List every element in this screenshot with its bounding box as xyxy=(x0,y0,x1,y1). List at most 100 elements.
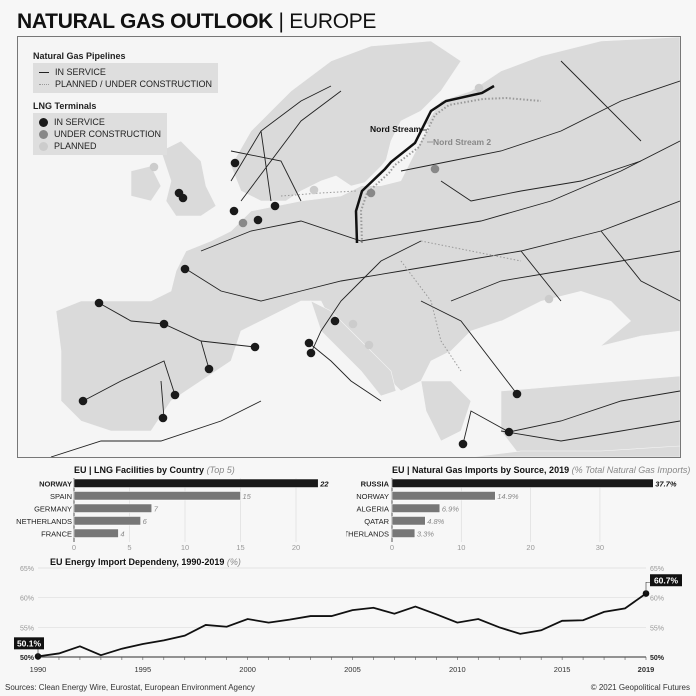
lng-terminal-dot xyxy=(304,338,314,348)
nord-stream-pipelines xyxy=(354,84,542,244)
lng-terminal-dot xyxy=(229,206,239,216)
value-label: 14.9% xyxy=(497,492,519,501)
dotted-line-swatch xyxy=(39,83,49,85)
turkey xyxy=(500,375,680,457)
gas-imports-chart: 0 10 20 30 RUSSIA 37.7% NORWAY 14.9% ALGERIA 6.9%… xyxy=(346,478,677,552)
lng-terminal-dot xyxy=(458,439,468,449)
x-tick-label: 2005 xyxy=(344,665,361,674)
title-separator: | xyxy=(273,10,290,33)
lng-terminal-dot xyxy=(430,164,440,174)
tick-label: 0 xyxy=(390,543,394,552)
pipeline xyxy=(50,400,680,457)
title-main: NATURAL GAS OUTLOOK xyxy=(17,10,274,33)
legend-label: IN SERVICE xyxy=(54,117,105,127)
value-label: 15 xyxy=(243,492,252,501)
title-region: EUROPE xyxy=(289,10,377,33)
value-label: 7 xyxy=(154,505,159,514)
lng-legend: LNG Terminals IN SERVICE UNDER CONSTRUCT… xyxy=(33,101,167,155)
y-tick-label-right: 60% xyxy=(650,596,664,603)
lng-terminal-dot xyxy=(348,319,358,329)
lng-terminal-dot xyxy=(306,348,316,358)
chart-title-text: EU Energy Import Dependeny, 1990-2019 xyxy=(50,557,225,567)
chart-title-text: EU | LNG Facilities by Country xyxy=(74,465,205,475)
value-label: 22 xyxy=(319,480,329,489)
import-dependency-chart: 50% 50% 55% 55% 60% 60% 65% 65% 1990 1995 2000 2005… xyxy=(14,566,682,674)
category-label: FRANCE xyxy=(41,530,72,539)
end-label-box xyxy=(650,574,682,587)
dot-swatch xyxy=(39,129,48,139)
lng-chart-title: EU | LNG Facilities by Country (Top 5) xyxy=(74,465,235,475)
chart-subtitle: (% Total Natural Gas Imports) xyxy=(571,465,691,475)
pipeline xyxy=(308,240,680,445)
category-label: SPAIN xyxy=(50,492,72,501)
y-tick-label-left: 50% xyxy=(20,655,35,662)
nord-stream-label: Nord Stream xyxy=(370,124,422,134)
legend-item-in-service: IN SERVICE xyxy=(39,66,212,78)
lng-terminal-dot xyxy=(270,201,280,211)
x-tick-label: 2000 xyxy=(239,665,256,674)
value-label: 4.8% xyxy=(427,517,444,526)
category-label: RUSSIA xyxy=(361,480,390,489)
category-label: ALGERIA xyxy=(356,505,389,514)
nord-stream-2-label: Nord Stream 2 xyxy=(433,137,492,147)
solid-line-swatch xyxy=(39,71,49,73)
lng-terminal-dot xyxy=(544,294,554,304)
x-tick-label: 1990 xyxy=(30,665,47,674)
legend-item-planned: PLANNED / UNDER CONSTRUCTION xyxy=(39,78,212,90)
value-label: 3.3% xyxy=(417,530,434,539)
bar-spain xyxy=(73,491,241,501)
lng-terminal-dot xyxy=(94,298,104,308)
end-leader xyxy=(645,581,650,594)
land-masses xyxy=(18,37,680,457)
y-tick-label-right: 65% xyxy=(650,566,664,573)
bar-norway xyxy=(73,478,319,488)
dependency-chart-title: EU Energy Import Dependeny, 1990-2019 (%… xyxy=(50,557,241,567)
category-label: NETHERLANDS xyxy=(346,530,389,539)
legend-item-lng-in-service: IN SERVICE xyxy=(39,116,161,128)
x-tick-label: 2019 xyxy=(638,665,655,674)
italy xyxy=(310,300,397,397)
lng-terminal-dot xyxy=(230,158,240,168)
lng-terminal-dot xyxy=(504,427,514,437)
lng-terminal-dot xyxy=(253,215,263,225)
chart-title-text: EU | Natural Gas Imports by Source, 2019 xyxy=(392,465,570,475)
value-label: 37.7% xyxy=(655,480,677,489)
end-point xyxy=(642,590,650,597)
dot-swatch xyxy=(39,117,48,127)
bar-netherlands xyxy=(391,528,416,538)
x-tick-label: 2010 xyxy=(449,665,466,674)
tick-label: 20 xyxy=(526,543,534,552)
sources-note: Sources: Clean Energy Wire, Eurostat, Eu… xyxy=(5,683,255,692)
imports-chart-title: EU | Natural Gas Imports by Source, 2019… xyxy=(392,465,690,475)
scandinavia xyxy=(230,40,462,202)
lng-terminal-dot xyxy=(366,188,376,198)
north-africa xyxy=(18,445,680,457)
pipelines-planned xyxy=(280,190,522,372)
bar-norway xyxy=(391,491,496,501)
legend-label: PLANNED / UNDER CONSTRUCTION xyxy=(55,79,213,89)
dependency-line xyxy=(37,592,647,658)
legend-label: PLANNED xyxy=(54,141,97,151)
pipeline xyxy=(400,60,680,302)
lng-legend-title: LNG Terminals xyxy=(33,101,97,111)
legend-label: UNDER CONSTRUCTION xyxy=(54,129,161,139)
legend-label: IN SERVICE xyxy=(55,67,106,77)
pipelines-legend: Natural Gas Pipelines IN SERVICE PLANNED… xyxy=(33,51,219,93)
end-label: 60.7% xyxy=(654,576,679,586)
lng-terminal-dot xyxy=(158,413,168,423)
tick-label: 10 xyxy=(457,543,465,552)
bar-algeria xyxy=(391,503,441,513)
pipeline xyxy=(185,200,680,302)
value-label: 6 xyxy=(143,517,148,526)
category-label: GERMANY xyxy=(34,505,72,514)
page-title: NATURAL GAS OUTLOOK | EUROPE xyxy=(17,10,376,34)
black-sea xyxy=(501,291,631,351)
category-label: NETHERLANDS xyxy=(16,517,72,526)
category-label: NORWAY xyxy=(356,492,389,501)
tick-label: 10 xyxy=(181,543,189,552)
baltic-sea xyxy=(361,121,431,186)
lng-terminal-dot xyxy=(170,390,180,400)
lng-terminal-dot xyxy=(330,316,340,326)
lng-terminal-dot xyxy=(309,185,319,195)
